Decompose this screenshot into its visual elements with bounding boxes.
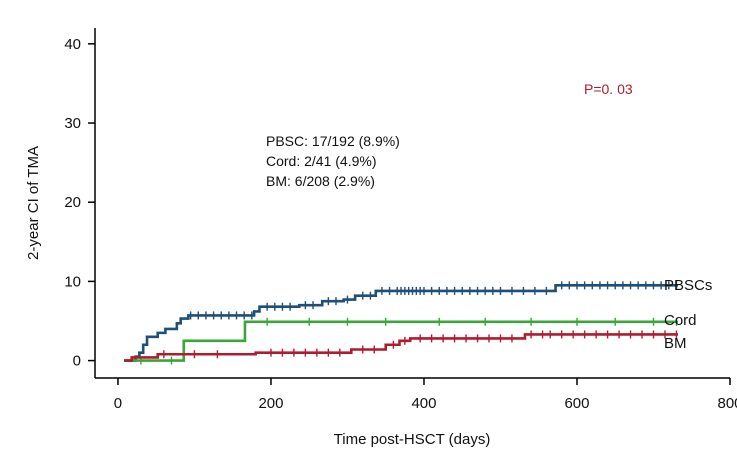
axis-ticks: 0 200 400 600 800 0 10 20 30 40: [64, 36, 737, 412]
x-tick-label-600: 600: [564, 395, 589, 412]
annotation-bm: BM: 6/208 (2.9%): [266, 173, 375, 189]
x-axis-title: Time post-HSCT (days): [334, 431, 491, 448]
y-tick-label-0: 0: [73, 353, 81, 370]
annotation-cord: Cord: 2/41 (4.9%): [266, 153, 377, 169]
y-axis-title: 2-year CI of TMA: [25, 146, 42, 260]
x-tick-label-400: 400: [411, 395, 436, 412]
series-label-bm: BM: [664, 335, 687, 352]
x-tick-label-800: 800: [717, 395, 737, 412]
series-label-cord: Cord: [664, 312, 697, 329]
x-tick-label-200: 200: [258, 395, 283, 412]
y-tick-label-10: 10: [64, 273, 81, 290]
p-value: P=0. 03: [584, 81, 633, 97]
annotation-pbsc: PBSC: 17/192 (8.9%): [266, 133, 400, 149]
series-line-pbscs: [124, 284, 678, 362]
series-group: [124, 281, 678, 365]
y-tick-label-40: 40: [64, 36, 81, 53]
x-tick-label-0: 0: [114, 395, 122, 412]
y-tick-label-30: 30: [64, 115, 81, 132]
y-tick-label-20: 20: [64, 194, 81, 211]
series-line-cord: [124, 320, 678, 362]
series-label-pbscs: PBSCs: [664, 277, 712, 294]
series-line-bm: [124, 333, 678, 362]
